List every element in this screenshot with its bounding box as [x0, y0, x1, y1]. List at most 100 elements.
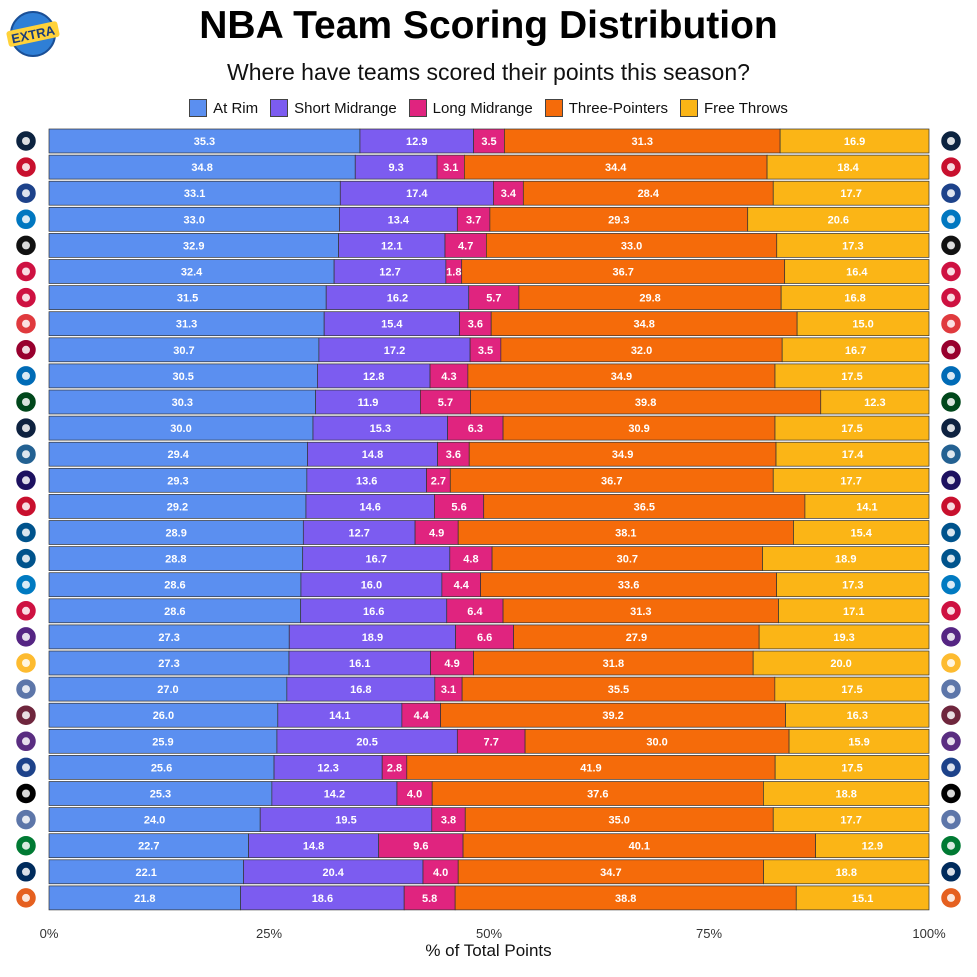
chart-title: NBA Team Scoring Distribution	[199, 4, 778, 47]
bar-free-throws	[772, 807, 930, 832]
bar-three-pointers	[406, 755, 776, 780]
data-label: 3.5	[481, 136, 496, 148]
data-label: 5.6	[451, 501, 466, 513]
bar-free-throws	[780, 285, 930, 310]
data-label: 16.2	[387, 293, 408, 305]
bar-short-midrange	[243, 859, 424, 885]
bar-free-throws	[788, 728, 930, 754]
data-label: 4.9	[444, 658, 459, 670]
bar-free-throws	[766, 154, 930, 180]
bar-long-midrange	[468, 285, 520, 310]
data-label: 14.2	[324, 789, 345, 801]
bar-free-throws	[820, 389, 930, 415]
grizzlies-logo-mark	[22, 685, 30, 694]
data-label: 13.4	[388, 214, 410, 226]
bulls-logo-mark	[947, 267, 955, 276]
bar-at-rim	[48, 728, 278, 754]
data-label: 22.7	[138, 841, 159, 853]
data-label: 16.8	[844, 293, 865, 305]
legend-swatch-short-midrange	[270, 99, 289, 117]
data-label: 36.5	[634, 501, 655, 513]
data-label: 29.3	[167, 475, 188, 487]
wizards-logo-mark	[947, 502, 955, 511]
x-axis-label: % of Total Points	[425, 941, 552, 960]
data-label: 28.6	[164, 606, 185, 618]
pacers-logo-mark	[947, 659, 955, 667]
data-label: 39.2	[602, 710, 623, 722]
bar-short-midrange	[305, 494, 435, 519]
bar-three-pointers	[464, 154, 768, 180]
bar-three-pointers	[431, 781, 764, 806]
bar-free-throws	[815, 833, 930, 859]
bar-at-rim	[48, 650, 290, 676]
bar-free-throws	[752, 650, 930, 676]
data-label: 17.7	[840, 188, 861, 200]
76ers-logo-mark	[22, 371, 30, 380]
data-label: 16.1	[349, 658, 370, 670]
data-label: 28.6	[164, 580, 185, 592]
bar-free-throws	[763, 859, 930, 885]
data-label: 31.3	[176, 319, 197, 331]
bar-free-throws	[795, 885, 930, 911]
warriors-logo-mark	[22, 763, 30, 772]
data-label: 16.7	[366, 554, 387, 566]
magic-logo-mark	[22, 215, 30, 224]
celtics-logo-mark	[947, 841, 955, 850]
thunder-logo-mark	[947, 580, 955, 589]
data-label: 12.3	[864, 397, 885, 409]
data-label: 5.7	[438, 397, 453, 409]
bar-at-rim	[48, 833, 249, 859]
data-label: 20.4	[323, 867, 345, 879]
data-label: 15.0	[852, 319, 873, 331]
data-label: 12.8	[363, 371, 384, 383]
wizards-logo-mark	[22, 502, 30, 511]
data-label: 3.5	[478, 345, 493, 357]
bar-free-throws	[781, 337, 930, 363]
bar-at-rim	[48, 807, 261, 832]
data-label: 41.9	[580, 762, 601, 774]
data-label: 35.3	[194, 136, 215, 148]
bar-three-pointers	[491, 546, 763, 571]
bar-three-pointers	[480, 572, 777, 598]
bar-long-midrange	[378, 833, 464, 859]
data-label: 4.4	[454, 580, 470, 592]
data-label: 35.0	[609, 815, 630, 827]
data-label: 12.9	[862, 841, 883, 853]
data-label: 29.8	[639, 293, 660, 305]
data-label: 3.6	[468, 319, 483, 331]
celtics-logo-mark	[22, 841, 30, 850]
data-label: 4.8	[463, 554, 478, 566]
data-label: 17.2	[384, 345, 405, 357]
legend-item: At Rim	[189, 99, 258, 117]
bar-at-rim	[48, 206, 340, 232]
data-label: 34.9	[611, 371, 632, 383]
bar-short-midrange	[277, 702, 403, 728]
data-label: 25.3	[150, 789, 171, 801]
data-label: 34.9	[612, 449, 633, 461]
bar-long-midrange	[403, 885, 456, 911]
data-label: 14.1	[856, 501, 877, 513]
data-label: 17.5	[841, 371, 862, 383]
data-label: 12.3	[317, 762, 338, 774]
data-label: 5.7	[486, 293, 501, 305]
data-label: 14.1	[329, 710, 350, 722]
bar-at-rim	[48, 285, 327, 310]
data-label: 18.8	[835, 789, 856, 801]
data-label: 31.3	[630, 606, 651, 618]
data-label: 20.6	[828, 214, 849, 226]
data-label: 14.6	[359, 501, 380, 513]
grizzlies-logo-mark	[947, 685, 955, 694]
data-label: 38.8	[615, 893, 636, 905]
data-label: 28.9	[165, 528, 186, 540]
data-label: 31.8	[603, 658, 624, 670]
chart-subtitle: Where have teams scored their points thi…	[227, 59, 750, 85]
bar-at-rim	[48, 389, 316, 415]
pistons-logo-mark	[22, 189, 30, 198]
data-label: 4.3	[441, 371, 456, 383]
x-tick-label: 0%	[40, 926, 59, 941]
bar-long-midrange	[493, 180, 524, 206]
bar-at-rim	[48, 494, 307, 519]
kings-logo-mark	[947, 737, 955, 746]
bar-short-midrange	[259, 807, 433, 832]
